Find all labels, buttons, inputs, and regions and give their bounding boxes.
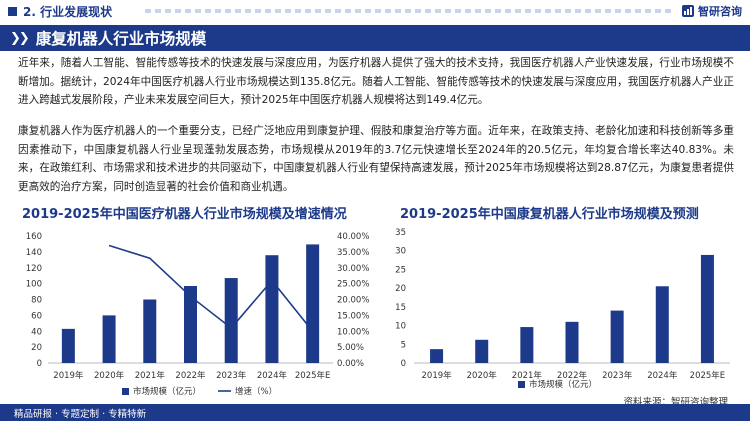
- footer-text: 精品研报 · 专题定制 · 专精特新: [14, 408, 147, 420]
- y-tick-label: 5: [401, 340, 406, 350]
- bar: [61, 328, 75, 363]
- y-tick-label: 100: [26, 280, 42, 290]
- y-tick-label: 15: [395, 303, 406, 313]
- bottom-bar: 精品研报 · 专题定制 · 专精特新: [0, 404, 750, 421]
- y-tick-label: 80: [31, 296, 42, 306]
- y2-tick-label: 20.00%: [337, 296, 369, 306]
- y-tick-label: 30: [395, 247, 406, 257]
- y2-tick-label: 25.00%: [337, 280, 369, 290]
- x-tick-label: 2019年: [422, 370, 453, 381]
- bar: [430, 349, 444, 363]
- y-tick-label: 25: [395, 265, 406, 275]
- zhiyan-logo-icon: [682, 5, 694, 17]
- y-tick-label: 120: [26, 264, 42, 274]
- x-tick-label: 2025年E: [690, 370, 726, 381]
- y-tick-label: 140: [26, 248, 42, 258]
- y2-tick-label: 40.00%: [337, 232, 369, 242]
- legend-bar-label: 市场规模（亿元）: [529, 379, 597, 390]
- x-tick-label: 2022年: [557, 370, 588, 381]
- y2-tick-label: 30.00%: [337, 264, 369, 274]
- bar: [700, 254, 714, 363]
- y-tick-label: 60: [31, 311, 42, 321]
- paragraph-rehab-robots: 康复机器人作为医疗机器人的一个重要分支，已经广泛地应用到康复护理、假肢和康复治疗…: [18, 125, 734, 193]
- x-tick-label: 2019年: [53, 370, 84, 381]
- y-tick-label: 35: [395, 228, 406, 238]
- brand-logo: 智研咨询: [681, 3, 742, 19]
- x-tick-label: 2022年: [175, 370, 206, 381]
- y-tick-label: 20: [395, 284, 406, 294]
- bar: [265, 255, 279, 363]
- page-title: 康复机器人行业市场规模: [35, 30, 207, 48]
- chart-title-rehab: 2019-2025年中国康复机器人行业市场规模及预测: [400, 207, 699, 222]
- y2-tick-label: 15.00%: [337, 311, 369, 321]
- bar: [610, 310, 624, 363]
- legend-line-label: 增速（%）: [235, 386, 277, 397]
- bar: [224, 278, 238, 363]
- x-tick-label: 2023年: [602, 370, 633, 381]
- x-tick-label: 2021年: [512, 370, 543, 381]
- section-marker: [8, 6, 17, 16]
- legend-bar-swatch: [518, 381, 525, 388]
- y-tick-label: 10: [395, 322, 406, 332]
- bar: [565, 321, 579, 363]
- x-tick-label: 2025年E: [295, 370, 331, 381]
- bar: [520, 327, 534, 363]
- chart-title-medical: 2019-2025年中国医疗机器人行业市场规模及增速情况: [22, 207, 347, 222]
- y2-tick-label: 0.00%: [337, 359, 364, 369]
- growth-line: [108, 244, 314, 332]
- y2-tick-label: 10.00%: [337, 327, 369, 337]
- double-chevron-icon: ❯❯: [10, 30, 30, 46]
- y-tick-label: 0: [401, 359, 406, 369]
- rehab-robot-chart: 0 5 10 15 20 25 30 35 2019年 2020年 2021年 2022年 2023年 2…: [395, 228, 730, 390]
- y-tick-label: 160: [26, 232, 42, 242]
- bar: [143, 299, 157, 363]
- x-tick-label: 2023年: [216, 370, 247, 381]
- bar: [102, 315, 116, 363]
- y-tick-label: 0: [37, 359, 42, 369]
- y2-tick-label: 35.00%: [337, 248, 369, 258]
- y2-tick-label: 5.00%: [337, 343, 364, 353]
- x-tick-label: 2020年: [94, 370, 125, 381]
- source-note: 资料来源：智研咨询整理: [623, 397, 728, 408]
- bar: [184, 286, 197, 363]
- y-tick-label: 20: [31, 343, 42, 353]
- legend-bar-label: 市场规模（亿元）: [133, 386, 201, 397]
- title-band: ❯❯ 康复机器人行业市场规模: [0, 25, 750, 51]
- logo-text: 智研咨询: [698, 5, 742, 18]
- y-tick-label: 40: [31, 327, 42, 337]
- x-tick-label: 2021年: [135, 370, 166, 381]
- medical-robot-chart: 0 20 40 60 80 100 120 140 160 0.00% 5.00% 10.00% 15.…: [26, 232, 370, 397]
- top-bar: 2. 行业发展现状 智研咨询: [0, 0, 750, 22]
- legend-bar-swatch: [122, 388, 129, 395]
- x-tick-label: 2020年: [467, 370, 498, 381]
- decorative-stripes: [145, 9, 675, 13]
- bar: [475, 339, 489, 363]
- bar: [655, 286, 669, 363]
- section-heading: 2. 行业发展现状: [23, 4, 113, 19]
- x-tick-label: 2024年: [647, 370, 678, 381]
- paragraph-medical-robots: 近年来，随着人工智能、智能传感等技术的快速发展与深度应用，为医疗机器人提供了强大…: [18, 57, 734, 106]
- bar: [306, 244, 320, 363]
- x-tick-label: 2024年: [257, 370, 288, 381]
